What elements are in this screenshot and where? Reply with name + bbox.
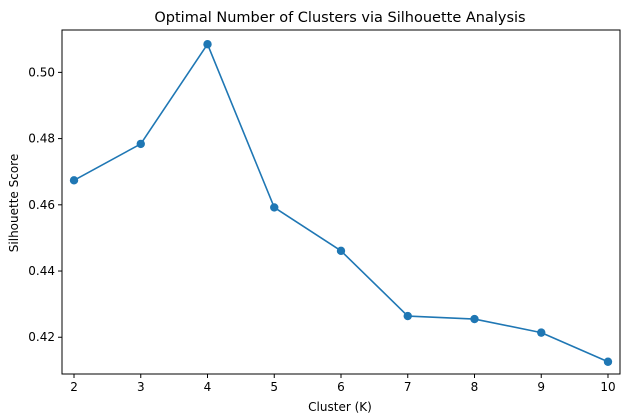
x-tick-label: 5 — [270, 380, 278, 394]
y-tick-label: 0.46 — [28, 198, 55, 212]
x-tick-label: 2 — [70, 380, 78, 394]
y-tick-label: 0.50 — [28, 65, 55, 79]
data-point — [403, 311, 412, 321]
data-point — [136, 139, 145, 149]
x-tick-label: 7 — [404, 380, 412, 394]
plot-area: 2 3 4 5 6 7 8 9 10 0.42 0.44 0.46 0.48 0.50 — [28, 29, 621, 394]
data-point — [470, 314, 479, 324]
data-point — [203, 40, 212, 49]
y-axis-label: Silhouette Score — [7, 154, 21, 252]
series-line — [73, 43, 609, 363]
data-point — [336, 246, 346, 256]
plot-frame — [61, 29, 621, 375]
y-tick-label: 0.44 — [28, 264, 55, 278]
x-tick-label: 9 — [537, 380, 545, 394]
data-point — [69, 176, 79, 185]
x-tick-label: 3 — [137, 380, 145, 394]
x-tick-label: 6 — [337, 380, 345, 394]
data-point — [270, 203, 279, 212]
x-tick-label: 4 — [204, 380, 212, 394]
data-point — [603, 357, 613, 366]
y-tick-label: 0.42 — [28, 330, 55, 344]
chart-title: Optimal Number of Clusters via Silhouett… — [154, 10, 525, 26]
x-tick-label: 8 — [471, 380, 479, 394]
data-point — [537, 328, 546, 337]
x-tick-label: 10 — [600, 380, 615, 394]
x-axis-label: Cluster (K) — [308, 400, 372, 414]
y-tick-label: 0.48 — [28, 132, 55, 146]
